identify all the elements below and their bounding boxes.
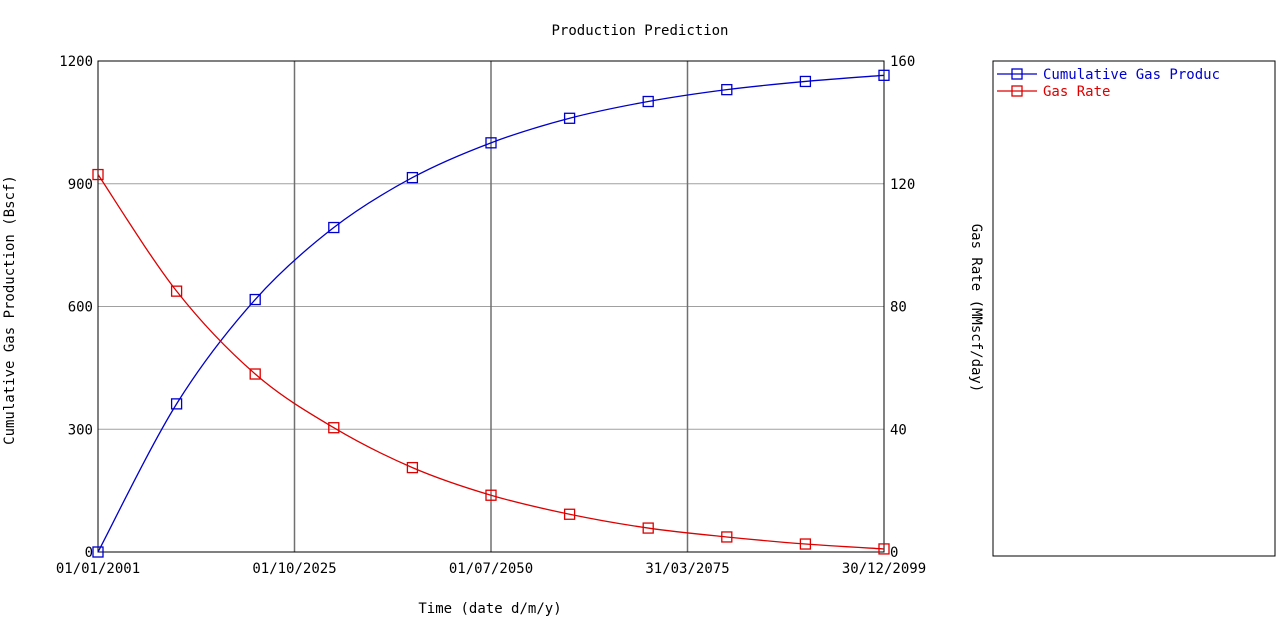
data-point-marker (878, 543, 890, 555)
y-axis-left-label: Cumulative Gas Production (Bscf) (2, 175, 18, 445)
data-point-marker (249, 293, 261, 306)
series-layer (92, 69, 890, 558)
x-tick-label: 30/12/2099 (842, 561, 926, 577)
legend-label: Gas Rate (1043, 84, 1110, 100)
legend-marker (1011, 85, 1023, 97)
grid-lines (98, 61, 884, 552)
y-left-tick-label: 300 (68, 422, 93, 438)
series-1 (92, 168, 890, 555)
data-point-marker (170, 398, 183, 410)
x-tick-label: 01/10/2025 (252, 561, 336, 577)
data-point-marker (485, 489, 497, 501)
series-0 (92, 69, 890, 558)
x-tick-label: 01/07/2050 (449, 561, 533, 577)
data-point-marker (642, 95, 654, 108)
data-point-marker (563, 508, 576, 520)
data-point-marker (721, 531, 733, 543)
data-point-marker (878, 69, 890, 81)
data-point-marker (92, 546, 104, 558)
y-left-tick-label: 0 (85, 545, 93, 561)
y-right-tick-label: 120 (890, 177, 915, 193)
x-tick-label: 01/01/2001 (56, 561, 140, 577)
y-axis-right-label: Gas Rate (MMscf/day) (968, 224, 984, 393)
plot-frame (97, 60, 885, 553)
data-point-marker (799, 75, 812, 88)
data-point-marker (406, 171, 419, 184)
data-point-marker (328, 422, 340, 434)
y-right-tick-label: 80 (890, 300, 907, 316)
y-left-tick-label: 1200 (59, 54, 93, 70)
right-axis: 0 40 80 120 160 (890, 54, 915, 561)
series-line (97, 174, 885, 550)
y-right-tick-label: 0 (890, 545, 898, 561)
chart-title: Production Prediction (551, 23, 728, 39)
y-right-tick-label: 40 (890, 422, 907, 438)
y-left-tick-label: 600 (68, 300, 93, 316)
data-point-marker (642, 522, 654, 534)
series-line (97, 74, 885, 553)
y-left-tick-label: 900 (68, 177, 93, 193)
legend-box (992, 60, 1276, 557)
x-axis-label: Time (date d/m/y) (418, 601, 561, 617)
data-point-marker (170, 285, 183, 297)
x-tick-label: 31/03/2075 (645, 561, 729, 577)
legend-marker (1011, 68, 1023, 80)
data-point-marker (799, 538, 812, 550)
data-point-marker (485, 137, 497, 149)
data-point-marker (92, 168, 104, 181)
data-point-marker (563, 112, 576, 124)
legend-label: Cumulative Gas Produc (1043, 67, 1220, 83)
data-point-marker (406, 461, 419, 474)
data-point-marker (249, 368, 261, 380)
data-point-marker (721, 83, 733, 96)
legend-entry: Gas Rate (997, 84, 1110, 100)
left-axis: 0 300 600 900 1200 (59, 54, 93, 561)
y-right-tick-label: 160 (890, 54, 915, 70)
legend-entry: Cumulative Gas Produc (997, 67, 1220, 83)
x-axis: 01/01/2001 01/10/2025 01/07/2050 31/03/2075… (56, 561, 926, 577)
data-point-marker (328, 221, 340, 234)
